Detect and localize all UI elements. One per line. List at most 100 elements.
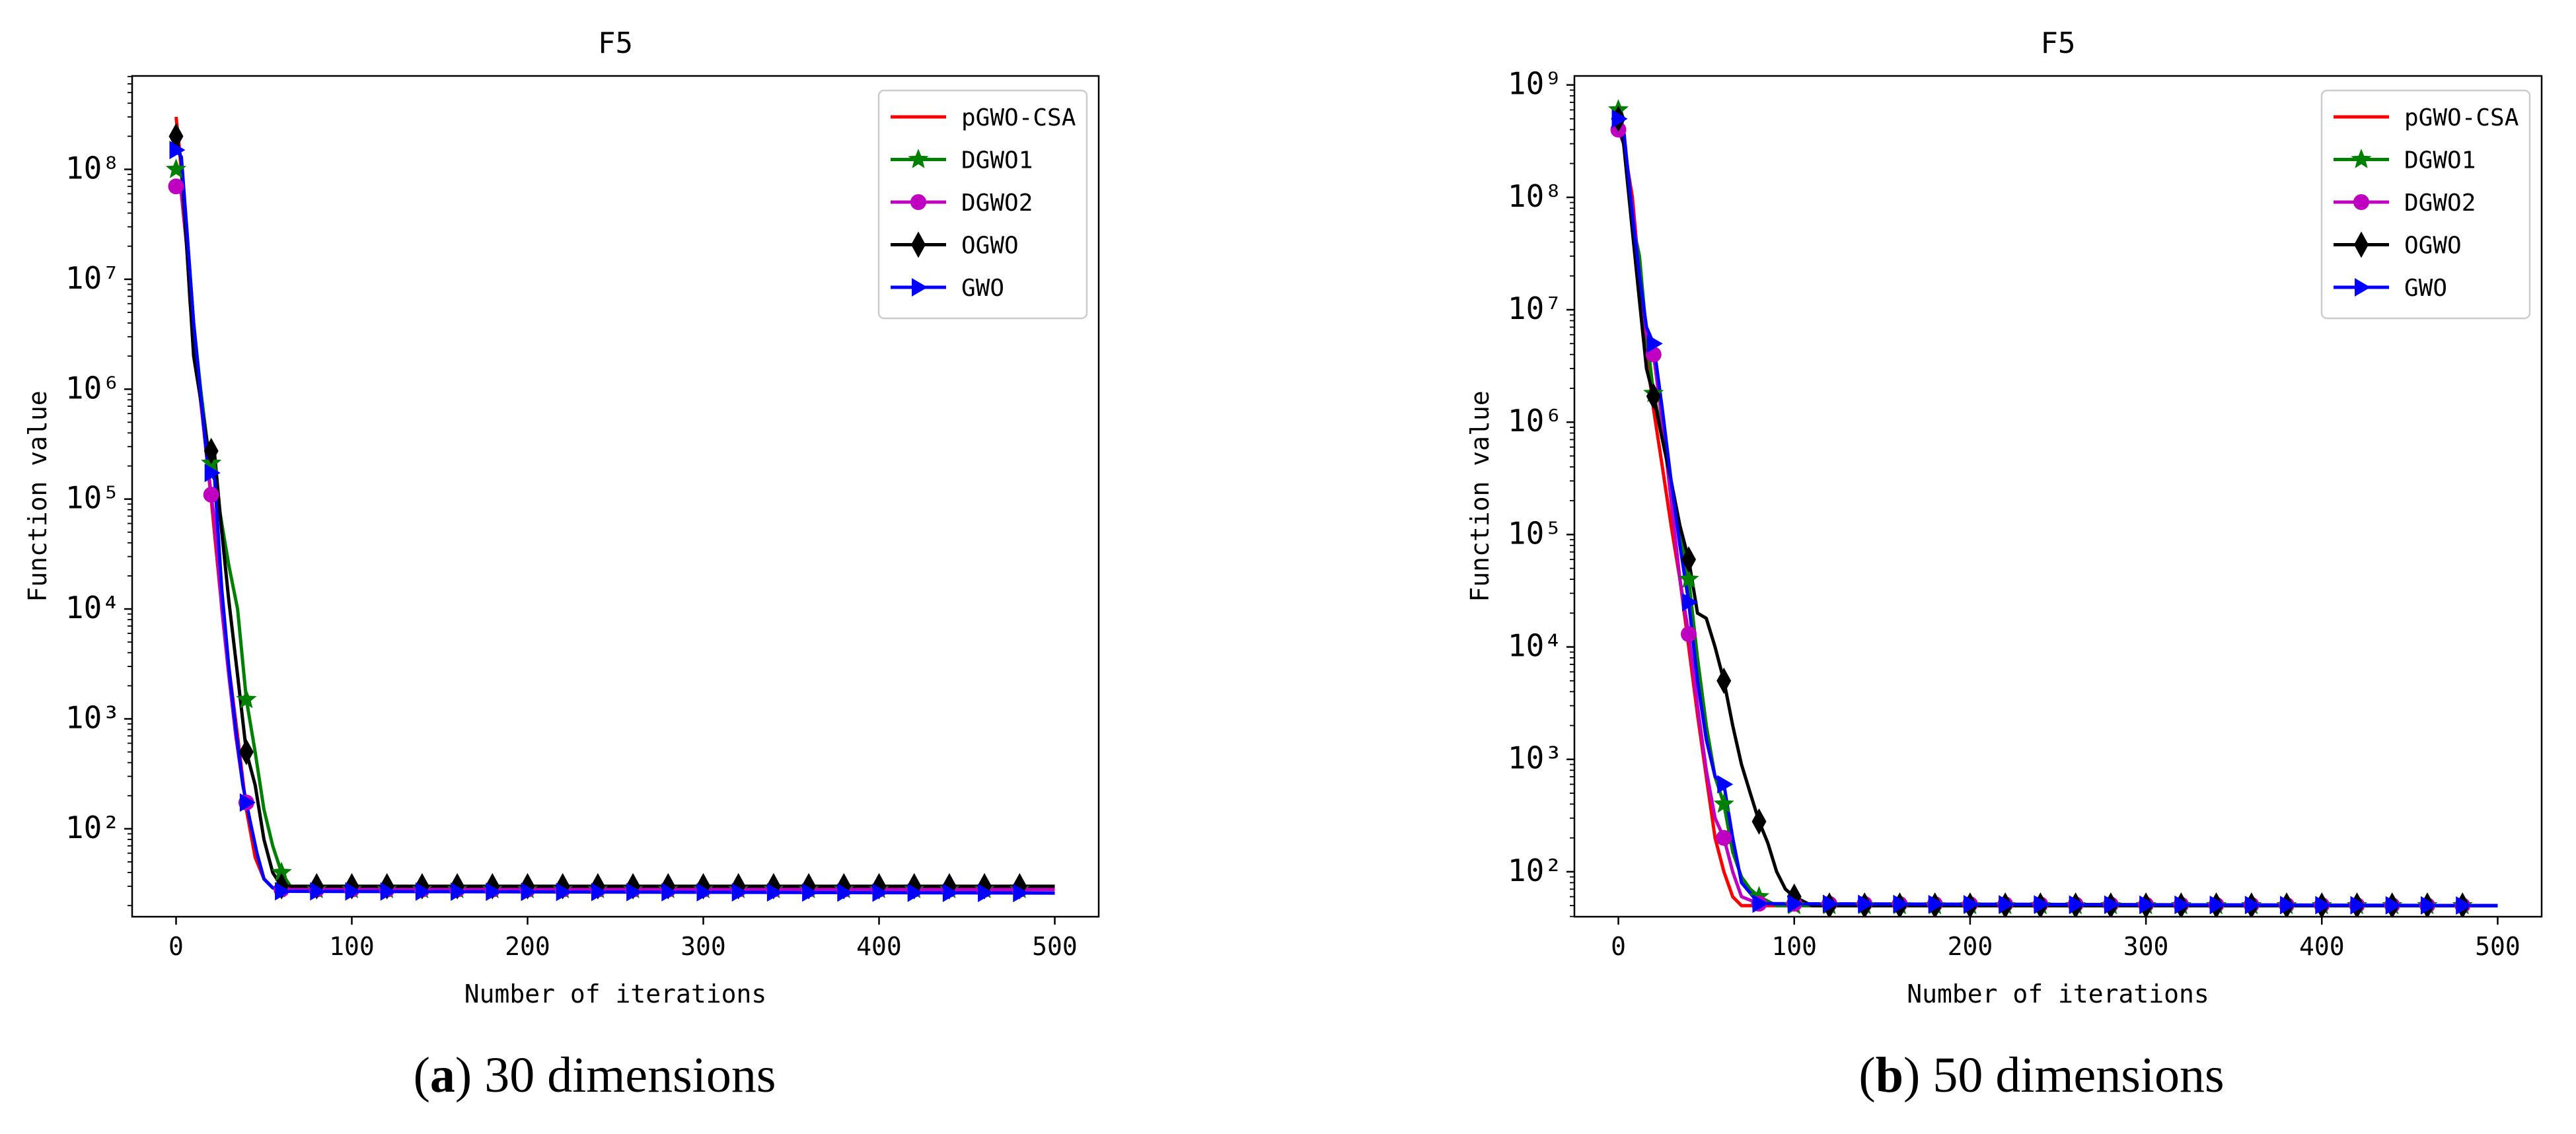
marker-gwo bbox=[978, 883, 994, 902]
legend-label: DGWO1 bbox=[961, 147, 1033, 174]
legend-entry-dgwo2: DGWO2 bbox=[891, 190, 1033, 217]
series-lines bbox=[1608, 99, 2498, 917]
marker-gwo bbox=[1999, 895, 2015, 914]
legend-label: pGWO-CSA bbox=[961, 104, 1076, 131]
legend-entry-dgwo1: DGWO1 bbox=[2334, 147, 2476, 174]
y-axis-label: Function value bbox=[1465, 390, 1494, 602]
marker-gwo bbox=[2069, 895, 2085, 914]
series-line-gwo bbox=[1617, 118, 2498, 907]
marker-gwo bbox=[872, 883, 889, 902]
x-tick-label: 200 bbox=[1948, 932, 1993, 961]
legend-label: pGWO-CSA bbox=[2404, 104, 2519, 131]
marker-gwo bbox=[1717, 775, 1734, 794]
chart-title: F5 bbox=[598, 26, 633, 60]
marker-gwo bbox=[1787, 894, 1804, 913]
marker-dgwo2 bbox=[203, 487, 219, 503]
marker-gwo bbox=[591, 882, 607, 902]
legend: pGWO-CSA DGWO1 DGWO2 OGWO GWO bbox=[877, 89, 1088, 320]
y-tick-label: 10⁸ bbox=[65, 150, 120, 186]
marker-gwo bbox=[2104, 895, 2120, 914]
y-tick-label: 10⁶ bbox=[1508, 403, 1563, 439]
marker-gwo bbox=[731, 883, 748, 902]
y-tick-label: 10⁶ bbox=[65, 370, 120, 406]
marker-gwo bbox=[556, 882, 572, 902]
x-tick-label: 500 bbox=[2475, 932, 2521, 961]
marker-gwo bbox=[486, 882, 502, 902]
legend-frame bbox=[877, 89, 1088, 320]
caption-b: (b) 50 dimensions bbox=[1858, 1047, 2225, 1103]
marker-gwo bbox=[380, 882, 396, 901]
chart-panel-a: 0 100 200 300 400 500 10² 10³ 10⁴ 10⁵ 10⁶ 10⁷ 10⁸ F5 N… bbox=[23, 26, 1100, 1009]
marker-dgwo1 bbox=[236, 688, 257, 709]
series-line-dgwo1 bbox=[1617, 109, 2498, 907]
marker-ogwo bbox=[1716, 667, 1732, 694]
caption-b-letter: b bbox=[1875, 1047, 1904, 1103]
marker-gwo bbox=[2244, 896, 2261, 915]
legend-marker bbox=[2351, 149, 2372, 168]
x-tick-label: 100 bbox=[1771, 932, 1817, 961]
legend-entry-dgwo1: DGWO1 bbox=[891, 147, 1033, 174]
y-tick-label: 10² bbox=[65, 810, 120, 845]
marker-gwo bbox=[2034, 895, 2050, 914]
y-tick-label: 10³ bbox=[1508, 740, 1563, 776]
y-tick-label: 10⁹ bbox=[1508, 66, 1563, 102]
x-tick-label: 300 bbox=[681, 932, 726, 961]
marker-ogwo bbox=[203, 437, 219, 464]
marker-ogwo bbox=[1751, 808, 1767, 835]
marker-ogwo bbox=[239, 738, 254, 765]
marker-dgwo2 bbox=[1716, 830, 1732, 846]
legend-entry-gwo: GWO bbox=[2334, 275, 2447, 302]
caption-a-text: 30 dimensions bbox=[484, 1047, 776, 1103]
x-axis-label: Number of iterations bbox=[464, 979, 767, 1009]
legend-entry-gwo: GWO bbox=[891, 275, 1004, 302]
marker-gwo bbox=[2315, 896, 2332, 915]
legend-label: GWO bbox=[961, 275, 1004, 302]
marker-dgwo2 bbox=[168, 178, 184, 195]
marker-gwo bbox=[1646, 334, 1663, 353]
x-tick-label: 400 bbox=[2299, 932, 2345, 961]
series-line-ogwo bbox=[174, 135, 1055, 888]
legend-entry-ogwo: OGWO bbox=[891, 231, 1019, 260]
marker-gwo bbox=[2209, 896, 2226, 915]
y-tick-label: 10² bbox=[1508, 853, 1563, 888]
marker-gwo bbox=[2350, 896, 2367, 915]
legend-entry-dgwo2: DGWO2 bbox=[2334, 190, 2476, 217]
caption-a: (a) 30 dimensions bbox=[413, 1047, 776, 1103]
marker-gwo bbox=[169, 141, 186, 160]
marker-gwo bbox=[2420, 896, 2437, 915]
legend-marker bbox=[908, 149, 929, 168]
legend-label: OGWO bbox=[2404, 232, 2462, 260]
y-tick-label: 10⁷ bbox=[1508, 291, 1563, 326]
legend: pGWO-CSA DGWO1 DGWO2 OGWO GWO bbox=[2320, 89, 2531, 320]
marker-dgwo1 bbox=[1678, 568, 1699, 588]
x-tick-label: 200 bbox=[505, 932, 550, 961]
legend-frame bbox=[2320, 89, 2531, 320]
series-markers-gwo bbox=[169, 141, 1029, 903]
marker-ogwo bbox=[1646, 382, 1661, 409]
marker-gwo bbox=[1752, 894, 1769, 913]
y-tick-label: 10⁵ bbox=[65, 480, 120, 516]
marker-gwo bbox=[802, 883, 819, 902]
marker-gwo bbox=[204, 463, 221, 482]
marker-gwo bbox=[2456, 896, 2472, 915]
legend-entry-pgwo-csa: pGWO-CSA bbox=[891, 104, 1076, 131]
marker-dgwo1 bbox=[1713, 793, 1734, 813]
y-tick-label: 10⁴ bbox=[65, 590, 120, 625]
x-tick-label: 100 bbox=[329, 932, 375, 961]
x-tick-label: 0 bbox=[1611, 932, 1626, 961]
marker-gwo bbox=[661, 882, 678, 902]
marker-gwo bbox=[1858, 894, 1874, 913]
marker-gwo bbox=[2280, 896, 2297, 915]
marker-gwo bbox=[345, 882, 361, 901]
series-line-gwo bbox=[174, 149, 1055, 895]
marker-gwo bbox=[2139, 895, 2156, 914]
x-axis-label: Number of iterations bbox=[1907, 979, 2209, 1009]
y-tick-label: 10⁴ bbox=[1508, 628, 1563, 664]
legend-label: DGWO2 bbox=[2404, 190, 2476, 217]
marker-dgwo1 bbox=[165, 159, 187, 178]
marker-gwo bbox=[626, 882, 643, 902]
marker-gwo bbox=[766, 883, 783, 902]
legend-marker bbox=[912, 278, 928, 297]
marker-gwo bbox=[1893, 894, 1909, 913]
